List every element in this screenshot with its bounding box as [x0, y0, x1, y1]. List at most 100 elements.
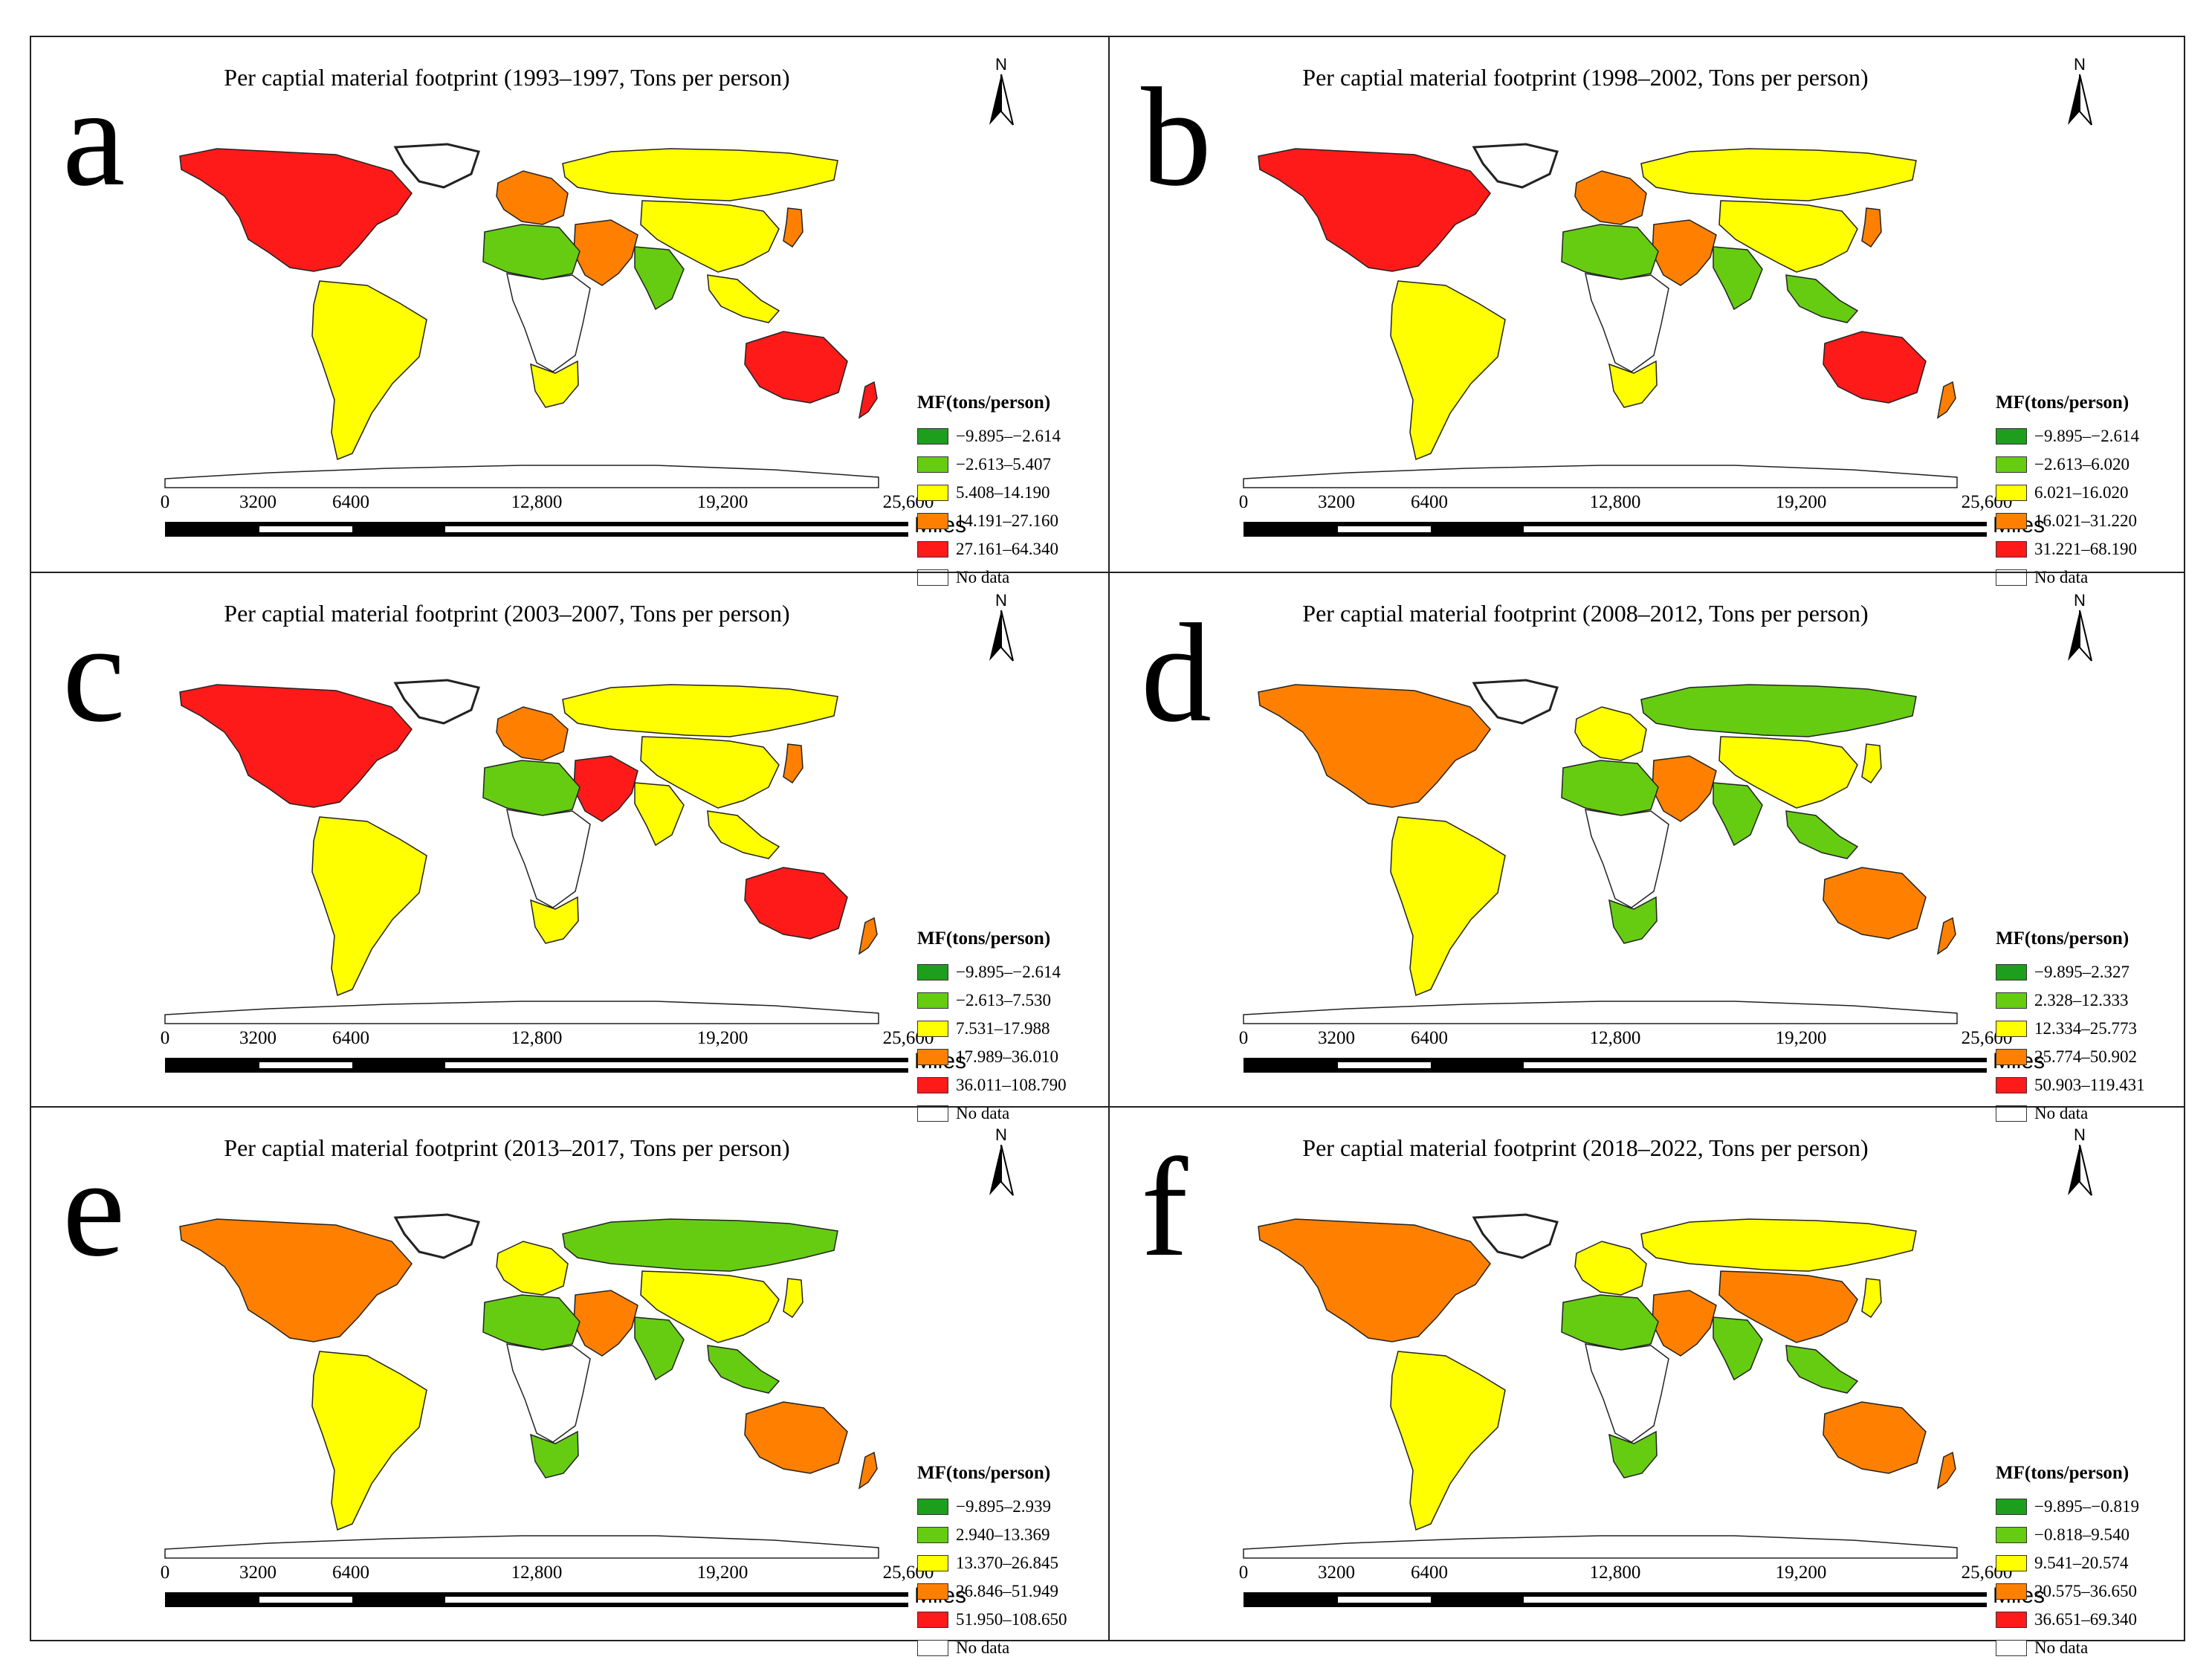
north-arrow-icon: [989, 1145, 1014, 1196]
legend-swatch: [917, 456, 948, 473]
scale-segment: [1338, 1597, 1431, 1603]
north-label: N: [2074, 591, 2086, 610]
region-na: [1258, 148, 1491, 272]
panel-title: Per captial material footprint (2003–200…: [224, 600, 790, 627]
legend-swatch: [1996, 456, 2027, 473]
panel-letter: b: [1141, 59, 1212, 216]
legend-label: −9.895–2.939: [956, 1497, 1051, 1516]
map-panel-a: a Per captial material footprint (1993–1…: [31, 37, 1108, 587]
scale-bar-graphic: [1244, 522, 1988, 537]
north-label: N: [995, 55, 1007, 74]
legend-swatch: [1996, 964, 2027, 980]
scale-tick: 0: [160, 1563, 170, 1583]
legend-label: −2.613–6.020: [2034, 455, 2129, 474]
region-sam: [1390, 280, 1506, 461]
scale-tick: 19,200: [696, 492, 748, 512]
region-sam: [311, 280, 427, 461]
legend-swatch: [1996, 1077, 2027, 1093]
legend-item: 25.774–50.902: [1996, 1043, 2185, 1071]
legend-title: MF(tons/person): [917, 392, 1051, 413]
north-label: N: [2074, 55, 2086, 74]
world-map: [1243, 1213, 1958, 1559]
panel-title: Per captial material footprint (1998–200…: [1302, 64, 1869, 91]
scale-tick: 12,800: [511, 1028, 563, 1048]
legend-item: −9.895–2.327: [1996, 958, 2185, 986]
legend-swatch: [917, 485, 948, 501]
legend-item: −9.895–−0.819: [1996, 1493, 2185, 1521]
region-sam: [311, 1351, 427, 1531]
region-mideast: [573, 755, 638, 822]
legend-title: MF(tons/person): [917, 928, 1051, 949]
region-mideast: [1652, 755, 1717, 822]
scale-segment: [538, 1597, 910, 1603]
legend-item: 36.651–69.340: [1996, 1606, 2185, 1634]
legend-swatch: [1996, 513, 2027, 529]
scale-tick: 6400: [332, 1028, 369, 1048]
legend-label: No data: [956, 1638, 1010, 1657]
legend-swatch: [1996, 1555, 2027, 1571]
figure-grid: a Per captial material footprint (1993–1…: [30, 36, 2185, 1657]
region-nz: [1936, 381, 1956, 419]
north-arrow-icon: [2068, 610, 2092, 662]
legend-swatch: [1996, 992, 2027, 1009]
legend-swatch: [917, 1640, 948, 1656]
legend-item: 9.541–20.574: [1996, 1549, 2185, 1577]
region-greenland: [1472, 143, 1559, 189]
north-arrow-icon: [989, 74, 1014, 126]
scale-tick: 0: [1238, 1028, 1249, 1048]
legend-label: No data: [2034, 568, 2089, 587]
legend-label: No data: [956, 568, 1010, 587]
region-antarc: [164, 465, 879, 488]
legend-label: 7.531–17.988: [956, 1019, 1050, 1038]
region-nz: [858, 917, 878, 955]
region-japan: [1861, 743, 1882, 784]
region-eu: [1574, 1241, 1647, 1296]
legend-item: 51.950–108.650: [917, 1606, 1107, 1634]
scale-segment: [538, 1062, 910, 1068]
region-safr: [1608, 896, 1658, 944]
legend-swatch: [1996, 1021, 2027, 1037]
region-na: [1258, 1218, 1491, 1342]
map-panel-f: f Per captial material footprint (2018–2…: [1108, 1106, 2185, 1657]
region-mideast: [573, 1290, 638, 1357]
scale-tick: 0: [1238, 1563, 1249, 1583]
legend-label: 9.541–20.574: [2034, 1554, 2129, 1572]
region-sea: [707, 1345, 780, 1394]
region-japan: [783, 743, 803, 784]
legend-item: 16.021–31.220: [1996, 507, 2185, 535]
legend-label: 36.011–108.790: [956, 1076, 1067, 1094]
region-safr: [530, 896, 579, 944]
legend-item: 5.408–14.190: [917, 479, 1107, 507]
map-panel-e: e Per captial material footprint (2013–2…: [31, 1106, 1108, 1657]
north-arrow-icon: [2068, 74, 2092, 126]
legend-item: −9.895–−2.614: [917, 958, 1107, 986]
region-rus: [1640, 1218, 1917, 1272]
legend-swatch: [917, 1077, 948, 1093]
scale-tick: 3200: [239, 492, 276, 512]
map-legend: MF(tons/person) −9.895–−2.614 −2.613–6.02…: [1996, 392, 2185, 592]
region-afr_mid: [506, 1343, 591, 1443]
scale-segment: [1617, 1597, 1988, 1603]
region-antarc: [164, 1535, 879, 1559]
scale-tick: 6400: [332, 492, 369, 512]
north-arrow-icon: [989, 610, 1014, 662]
region-safr: [530, 360, 579, 408]
scale-bar-graphic: [1244, 1592, 1988, 1607]
region-nz: [858, 381, 878, 419]
legend-label: 2.328–12.333: [2034, 991, 2129, 1009]
legend-swatch: [917, 1612, 948, 1628]
legend-swatch: [917, 1583, 948, 1600]
legend-swatch: [1996, 541, 2027, 558]
region-india: [1713, 1316, 1763, 1381]
region-asia: [1718, 736, 1858, 809]
scale-segment: [259, 1062, 352, 1068]
region-rus: [562, 684, 838, 737]
legend-swatch: [1996, 1105, 2027, 1122]
legend-item: −0.818–9.540: [1996, 1521, 2185, 1549]
legend-label: 26.846–51.949: [956, 1582, 1058, 1600]
region-aus: [1823, 331, 1927, 404]
region-sea: [1785, 274, 1859, 323]
scale-tick: 12,800: [1589, 1563, 1641, 1583]
region-na: [1258, 684, 1491, 808]
